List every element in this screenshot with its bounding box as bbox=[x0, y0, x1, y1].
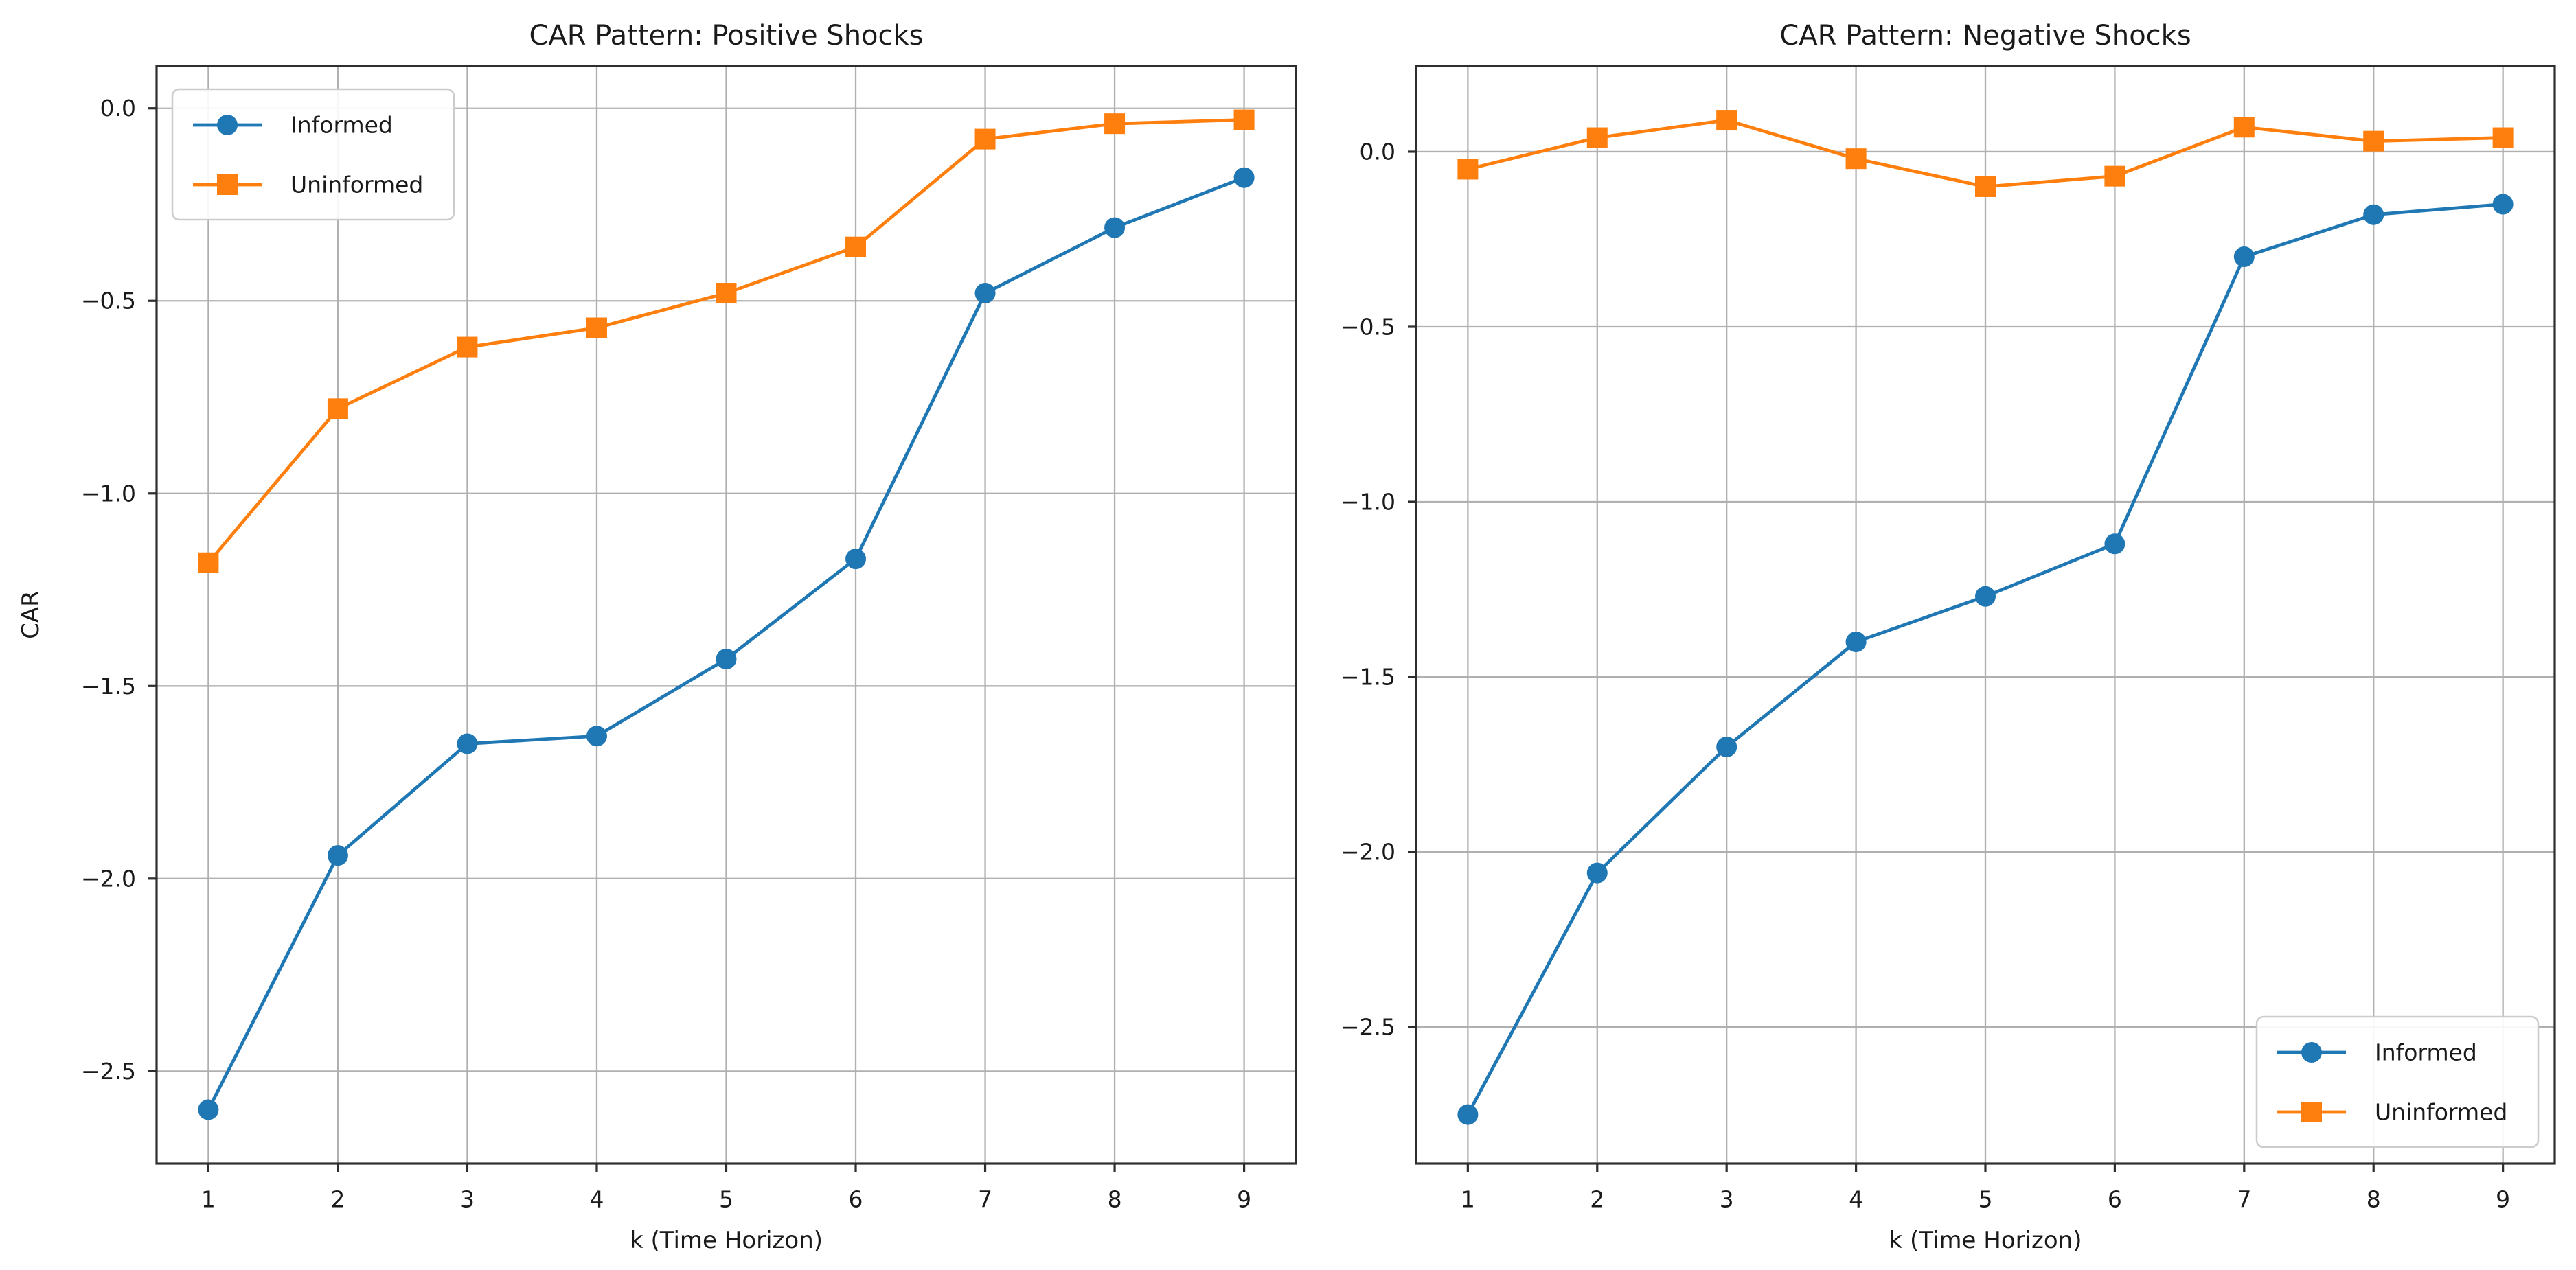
legend-circle-marker-icon bbox=[217, 115, 238, 135]
chart-title: CAR Pattern: Positive Shocks bbox=[529, 20, 923, 51]
data-point-square bbox=[974, 128, 996, 150]
legend: Informed Uninformed bbox=[171, 88, 455, 221]
subplot-positive-shocks: 1 2 3 4 5 6 7 8 9 0.0 −0.5 −1.0 −1.5 −2.0 −2.5 CAR Patt… bbox=[17, 20, 1297, 1254]
x-axis-label: k (Time Horizon) bbox=[630, 1227, 823, 1254]
x-tick-label: 9 bbox=[1237, 1186, 1251, 1213]
x-tick-label: 3 bbox=[460, 1186, 475, 1213]
x-tick-label: 5 bbox=[719, 1186, 733, 1213]
data-point-circle bbox=[2233, 246, 2255, 267]
x-tick-label: 4 bbox=[1849, 1186, 1863, 1213]
data-point-square bbox=[1457, 159, 1479, 180]
data-point-circle bbox=[1233, 167, 1255, 188]
data-point-square bbox=[2492, 127, 2514, 148]
grid bbox=[1416, 66, 2555, 1164]
x-tick-label: 9 bbox=[2496, 1186, 2510, 1213]
data-point-circle bbox=[2104, 533, 2125, 555]
x-tick-label: 2 bbox=[330, 1186, 345, 1213]
x-tick-label: 1 bbox=[1461, 1186, 1475, 1213]
y-tick-label: −0.5 bbox=[81, 288, 136, 314]
y-tick-label: −1.0 bbox=[81, 480, 136, 507]
data-point-square bbox=[327, 398, 348, 419]
x-tick-label: 6 bbox=[849, 1186, 863, 1213]
legend-label: Informed bbox=[290, 112, 393, 139]
legend: Informed Uninformed bbox=[2255, 1015, 2540, 1148]
data-point-square bbox=[845, 236, 867, 257]
y-tick-label: −2.5 bbox=[81, 1058, 136, 1085]
x-axis-label: k (Time Horizon) bbox=[1889, 1227, 2082, 1254]
data-point-circle bbox=[327, 845, 348, 866]
legend-circle-marker-icon bbox=[2301, 1042, 2322, 1063]
data-point-square bbox=[1233, 109, 1255, 130]
data-point-circle bbox=[198, 1099, 219, 1120]
x-tick-label: 3 bbox=[1720, 1186, 1734, 1213]
data-point-square bbox=[2233, 117, 2255, 138]
data-point-circle bbox=[1845, 632, 1867, 653]
grid bbox=[157, 66, 1296, 1164]
data-point-circle bbox=[2492, 194, 2514, 215]
series-uninformed bbox=[198, 109, 1255, 573]
y-tick-label: −1.5 bbox=[1341, 664, 1395, 691]
data-point-circle bbox=[1457, 1104, 1479, 1125]
data-point-circle bbox=[1586, 862, 1608, 884]
y-tick-label: −1.5 bbox=[81, 673, 136, 700]
y-tick-label: 0.0 bbox=[1360, 138, 1395, 165]
series-uninformed bbox=[1457, 110, 2514, 197]
x-tick-label: 6 bbox=[2108, 1186, 2122, 1213]
data-point-circle bbox=[457, 733, 478, 754]
x-tick-label: 4 bbox=[589, 1186, 604, 1213]
data-point-square bbox=[457, 336, 478, 358]
data-point-circle bbox=[974, 283, 996, 304]
data-point-square bbox=[716, 283, 737, 304]
legend-label: Informed bbox=[2375, 1039, 2477, 1066]
legend-square-marker-icon bbox=[217, 174, 238, 195]
data-point-square bbox=[1975, 176, 1996, 197]
y-tick-label: −0.5 bbox=[1341, 313, 1395, 340]
data-point-square bbox=[2104, 165, 2125, 187]
legend-label: Uninformed bbox=[290, 172, 423, 198]
data-point-square bbox=[1716, 110, 1737, 131]
data-point-circle bbox=[2363, 204, 2384, 225]
data-point-square bbox=[1104, 113, 1126, 135]
y-tick-label: −2.5 bbox=[1341, 1014, 1395, 1041]
y-tick-label: −1.0 bbox=[1341, 489, 1395, 516]
legend-box bbox=[171, 88, 455, 221]
x-tick-label: 7 bbox=[978, 1186, 992, 1213]
y-axis-label: CAR bbox=[17, 590, 45, 639]
x-tick-label: 2 bbox=[1590, 1186, 1604, 1213]
y-tick-label: −2.0 bbox=[1341, 839, 1395, 866]
legend-box bbox=[2255, 1015, 2540, 1148]
data-point-circle bbox=[1104, 217, 1126, 238]
data-point-circle bbox=[845, 549, 867, 570]
x-tick-label: 1 bbox=[201, 1186, 216, 1213]
chart-title: CAR Pattern: Negative Shocks bbox=[1779, 20, 2191, 51]
series-informed bbox=[198, 167, 1255, 1120]
legend-label: Uninformed bbox=[2375, 1099, 2507, 1126]
legend-square-marker-icon bbox=[2301, 1102, 2322, 1122]
data-point-circle bbox=[1716, 737, 1737, 758]
x-tick-label: 7 bbox=[2237, 1186, 2251, 1213]
series-informed bbox=[1457, 194, 2514, 1125]
x-tick-label: 8 bbox=[1108, 1186, 1122, 1213]
y-tick-label: −2.0 bbox=[81, 865, 136, 892]
x-tick-label: 5 bbox=[1979, 1186, 1993, 1213]
data-point-circle bbox=[1975, 586, 1996, 607]
x-tick-label: 8 bbox=[2367, 1186, 2381, 1213]
data-point-square bbox=[1845, 148, 1867, 170]
data-point-square bbox=[1586, 127, 1608, 148]
subplot-negative-shocks: 1 2 3 4 5 6 7 8 9 0.0 −0.5 −1.0 −1.5 −2.0 −2.5 CAR Patt… bbox=[1341, 20, 2556, 1254]
data-point-square bbox=[586, 317, 607, 338]
data-point-circle bbox=[586, 726, 607, 747]
data-point-square bbox=[2363, 130, 2384, 152]
y-tick-label: 0.0 bbox=[100, 95, 136, 122]
data-point-circle bbox=[716, 649, 737, 670]
data-point-square bbox=[198, 552, 219, 573]
